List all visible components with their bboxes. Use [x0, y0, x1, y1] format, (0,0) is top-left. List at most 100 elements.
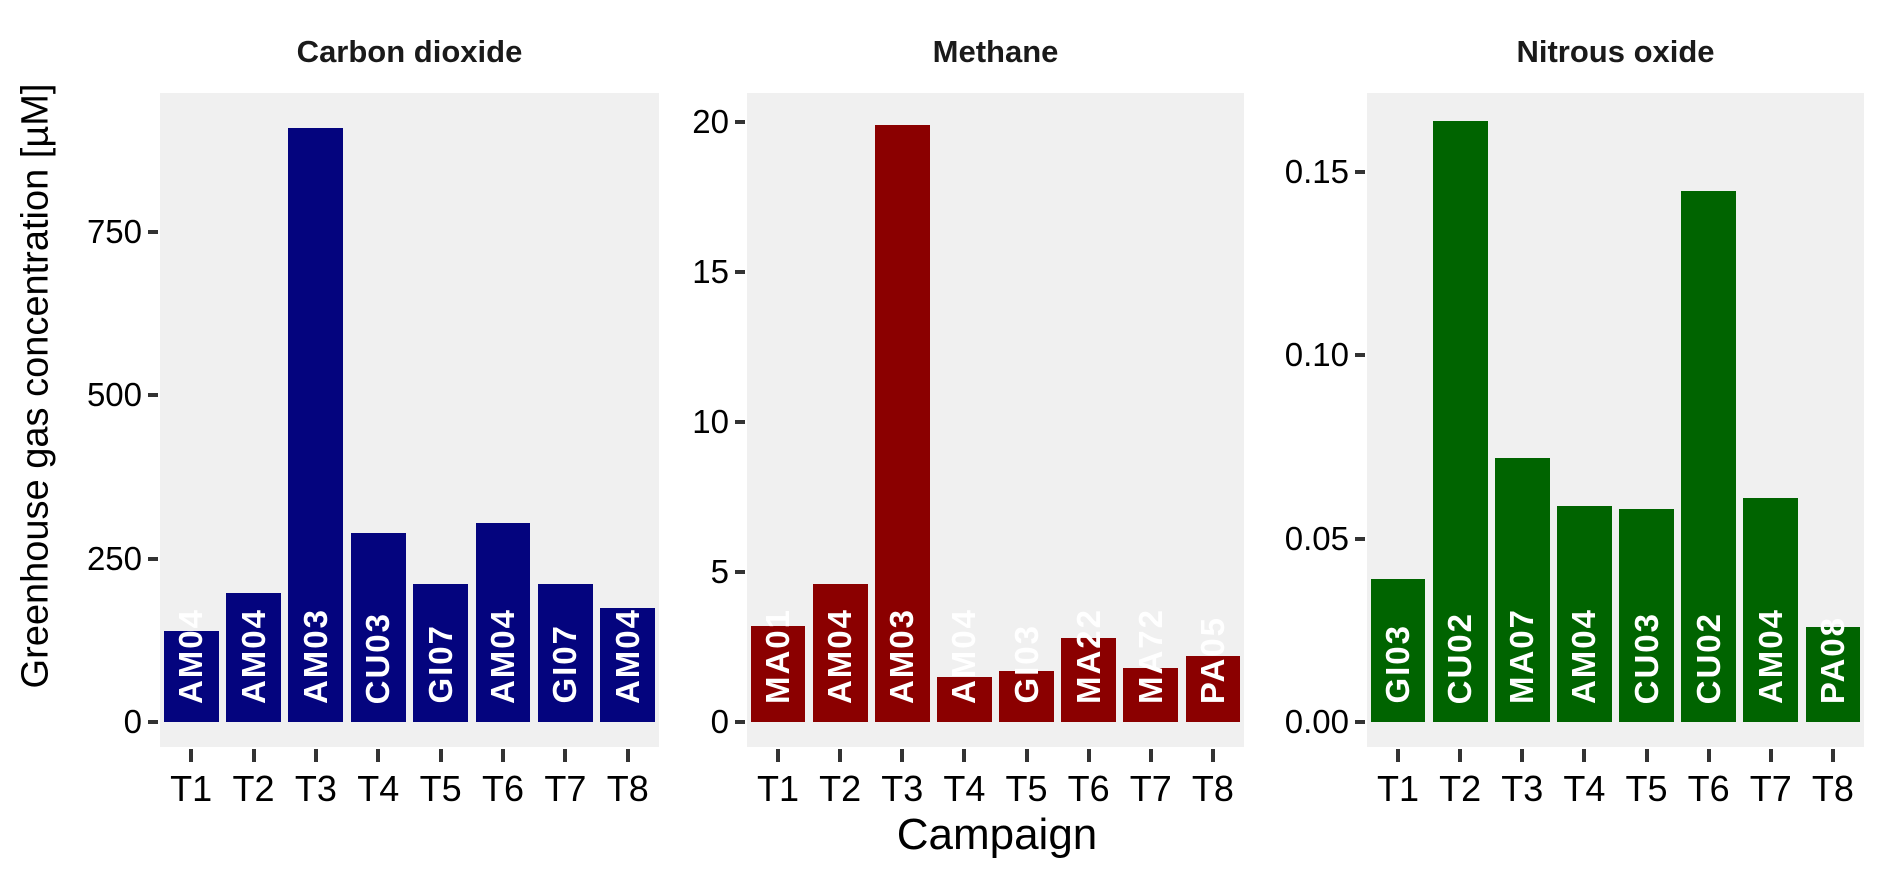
- y-tick-mark: [735, 420, 745, 425]
- x-tick-label: T6: [1687, 768, 1730, 809]
- y-tick-mark: [148, 393, 158, 398]
- bar-methane-T8: [1185, 656, 1241, 722]
- x-tick-mark: [251, 749, 256, 762]
- bar-label-nitrous-oxide-T3: MA07: [1503, 607, 1541, 704]
- panel-title-carbon-dioxide: Carbon dioxide: [296, 34, 523, 69]
- y-tick-mark: [735, 270, 745, 275]
- x-tick-mark: [625, 749, 630, 762]
- bar-label-carbon-dioxide-T8: AM04: [608, 607, 646, 704]
- bar-label-methane-T6: MA22: [1069, 607, 1107, 704]
- y-tick-label: 20: [692, 103, 729, 141]
- panel-title-methane: Methane: [932, 34, 1059, 69]
- x-tick-mark: [838, 749, 843, 762]
- x-axis-title: Campaign: [896, 810, 1098, 859]
- bar-carbon-dioxide-T7: [537, 583, 593, 722]
- y-tick-label: 750: [86, 213, 142, 251]
- x-tick-label: T8: [606, 768, 649, 809]
- y-tick-label: 0.10: [1284, 336, 1349, 374]
- bar-nitrous-oxide-T7: [1743, 498, 1799, 722]
- bar-label-carbon-dioxide-T2: AM04: [234, 607, 272, 704]
- bar-label-carbon-dioxide-T3: AM03: [296, 607, 334, 704]
- x-tick-mark: [1582, 749, 1587, 762]
- y-tick-label: 0: [123, 703, 142, 740]
- bar-methane-T6: [1061, 638, 1116, 722]
- x-tick-label: T3: [1501, 768, 1544, 809]
- x-tick-label: T7: [544, 768, 587, 809]
- y-tick-mark: [735, 720, 745, 724]
- x-tick-label: T4: [357, 768, 400, 809]
- bar-carbon-dioxide-T3: [288, 127, 344, 722]
- bar-label-nitrous-oxide-T7: AM04: [1751, 607, 1789, 704]
- bar-carbon-dioxide-T5: [413, 583, 469, 722]
- bar-methane-T5: [999, 671, 1054, 722]
- bar-label-methane-T1: MA01: [759, 607, 797, 704]
- x-tick-label: T4: [1563, 768, 1606, 809]
- x-tick-mark: [501, 749, 506, 762]
- x-tick-label: T6: [1067, 768, 1110, 809]
- bar-label-carbon-dioxide-T1: AM04: [172, 607, 210, 704]
- x-tick-mark: [962, 749, 967, 762]
- bar-label-carbon-dioxide-T5: GI07: [421, 624, 459, 704]
- bar-label-nitrous-oxide-T4: AM04: [1565, 607, 1603, 704]
- x-tick-label: T4: [943, 768, 986, 809]
- bar-methane-T1: [750, 626, 806, 722]
- bar-nitrous-oxide-T5: [1619, 509, 1674, 722]
- x-tick-mark: [1086, 749, 1091, 762]
- bar-label-nitrous-oxide-T2: CU02: [1441, 611, 1479, 704]
- x-tick-label: T1: [757, 768, 800, 809]
- x-tick-label: T8: [1811, 768, 1854, 809]
- bar-label-carbon-dioxide-T7: GI07: [546, 624, 584, 704]
- x-tick-mark: [1024, 749, 1029, 762]
- bar-nitrous-oxide-T1: [1370, 579, 1426, 722]
- x-tick-mark: [1644, 749, 1649, 762]
- x-tick-mark: [1520, 749, 1525, 762]
- bar-methane-T3: [874, 125, 930, 722]
- y-tick-label: 250: [86, 539, 142, 577]
- bar-nitrous-oxide-T3: [1494, 458, 1550, 722]
- x-tick-mark: [1210, 749, 1215, 762]
- x-tick-mark: [376, 749, 381, 762]
- bar-label-methane-T4: AM04: [945, 607, 983, 704]
- bar-label-nitrous-oxide-T6: CU02: [1689, 611, 1727, 704]
- x-tick-label: T5: [1005, 768, 1048, 809]
- x-tick-mark: [1458, 749, 1463, 762]
- y-tick-label: 5: [710, 553, 729, 591]
- y-tick-label: 500: [86, 376, 142, 414]
- y-tick-label: 0: [710, 703, 729, 740]
- x-tick-label: T7: [1749, 768, 1792, 809]
- bar-label-methane-T3: AM03: [883, 607, 921, 704]
- y-tick-label: 0.00: [1284, 703, 1349, 740]
- bar-label-methane-T8: PA05: [1193, 615, 1231, 704]
- bar-carbon-dioxide-T8: [600, 608, 656, 722]
- x-tick-label: T5: [419, 768, 462, 809]
- x-tick-mark: [776, 749, 781, 762]
- x-tick-label: T2: [819, 768, 862, 809]
- y-tick-mark: [148, 230, 158, 235]
- x-tick-label: T2: [232, 768, 275, 809]
- x-tick-label: T7: [1129, 768, 1172, 809]
- bar-methane-T2: [812, 584, 868, 722]
- x-tick-label: T8: [1191, 768, 1234, 809]
- x-tick-label: T1: [1377, 768, 1420, 809]
- bar-carbon-dioxide-T1: [163, 630, 219, 722]
- bar-label-nitrous-oxide-T8: PA08: [1813, 615, 1851, 704]
- y-tick-label: 0.15: [1284, 153, 1349, 191]
- y-tick-mark: [1355, 536, 1365, 541]
- x-tick-mark: [1396, 749, 1401, 762]
- y-tick-mark: [1355, 353, 1365, 358]
- bar-carbon-dioxide-T6: [475, 522, 531, 722]
- bar-label-nitrous-oxide-T5: CU03: [1627, 611, 1665, 704]
- x-tick-label: T2: [1439, 768, 1482, 809]
- y-tick-mark: [148, 720, 158, 724]
- x-tick-label: T1: [170, 768, 213, 809]
- bar-carbon-dioxide-T2: [226, 592, 281, 722]
- x-tick-label: T5: [1625, 768, 1668, 809]
- y-tick-label: 0.05: [1284, 519, 1349, 557]
- y-tick-mark: [148, 556, 158, 561]
- bar-label-carbon-dioxide-T4: CU03: [359, 611, 397, 704]
- x-tick-mark: [313, 749, 318, 762]
- x-tick-mark: [1768, 749, 1773, 762]
- bar-label-nitrous-oxide-T1: GI03: [1379, 624, 1417, 704]
- y-tick-label: 10: [692, 403, 729, 441]
